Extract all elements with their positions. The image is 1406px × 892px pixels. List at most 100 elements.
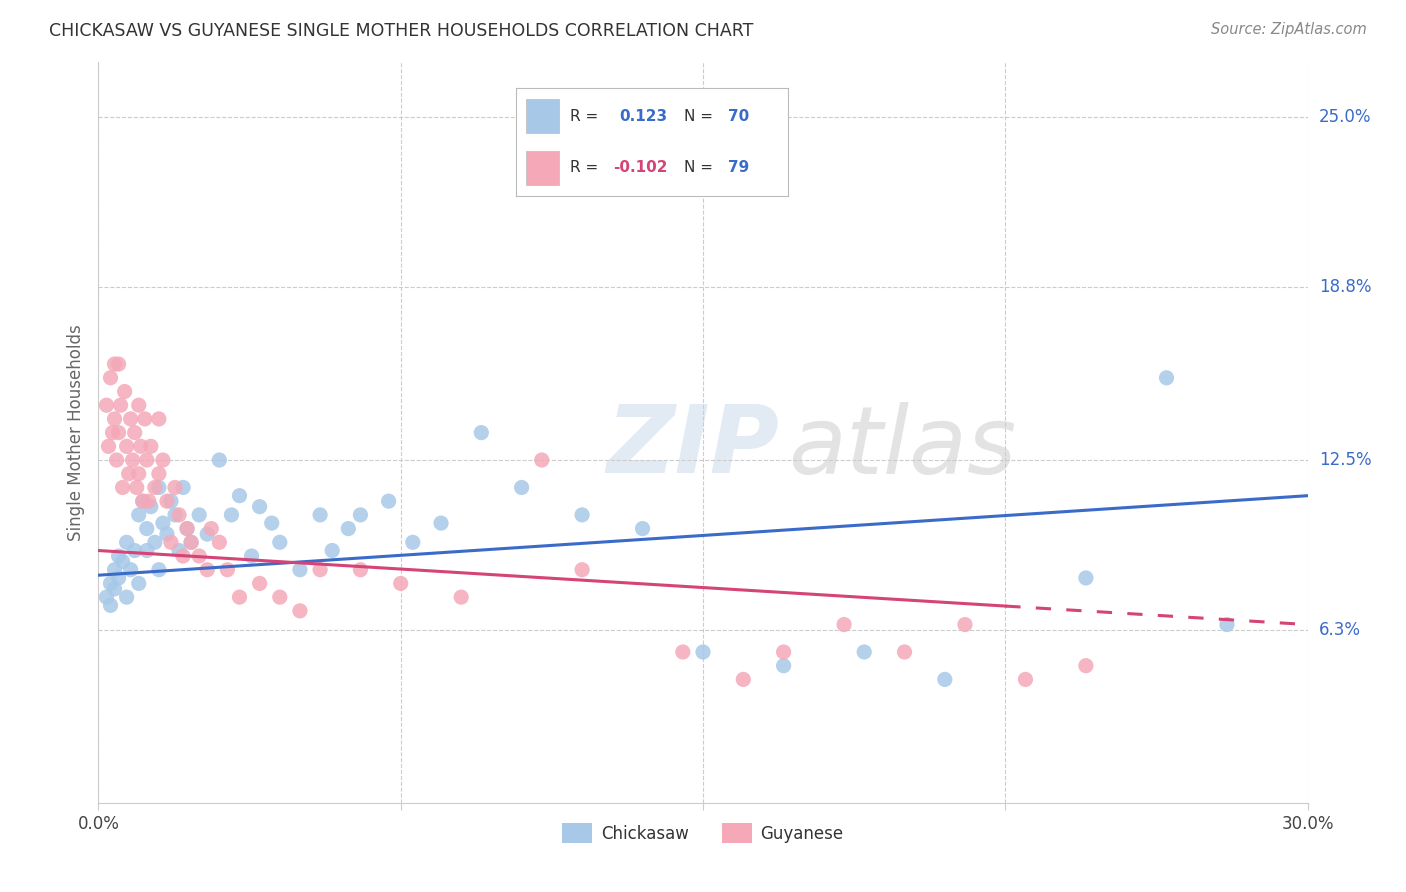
Point bbox=[269, 590, 291, 604]
Text: atlas: atlas bbox=[787, 402, 1017, 493]
Point bbox=[107, 357, 129, 371]
Point bbox=[152, 516, 174, 530]
Text: 12.5%: 12.5% bbox=[1319, 451, 1371, 469]
Point bbox=[249, 500, 271, 514]
Point bbox=[309, 563, 332, 577]
Point bbox=[96, 590, 118, 604]
Point bbox=[103, 582, 125, 596]
Point bbox=[221, 508, 243, 522]
Point bbox=[139, 439, 162, 453]
Point bbox=[163, 508, 186, 522]
Point bbox=[172, 549, 194, 563]
Point bbox=[470, 425, 492, 440]
Point bbox=[510, 480, 533, 494]
Point bbox=[349, 508, 371, 522]
Point bbox=[135, 522, 157, 536]
Point bbox=[115, 535, 138, 549]
Point bbox=[135, 543, 157, 558]
Text: Source: ZipAtlas.com: Source: ZipAtlas.com bbox=[1211, 22, 1367, 37]
Point bbox=[430, 516, 453, 530]
Text: ZIP: ZIP bbox=[606, 401, 779, 493]
Point bbox=[115, 439, 138, 453]
Point bbox=[100, 599, 122, 613]
Point bbox=[402, 535, 425, 549]
Point bbox=[152, 453, 174, 467]
Point bbox=[772, 658, 794, 673]
Point bbox=[160, 494, 183, 508]
Point bbox=[269, 535, 291, 549]
Point bbox=[953, 617, 976, 632]
Point bbox=[180, 535, 202, 549]
Point bbox=[195, 563, 218, 577]
Point bbox=[208, 535, 231, 549]
Point bbox=[124, 425, 146, 440]
Point bbox=[103, 357, 125, 371]
Point bbox=[228, 489, 250, 503]
Point bbox=[96, 398, 118, 412]
Point bbox=[571, 563, 593, 577]
Point bbox=[217, 563, 239, 577]
Point bbox=[103, 563, 125, 577]
Point bbox=[107, 571, 129, 585]
Text: 6.3%: 6.3% bbox=[1319, 621, 1361, 639]
Point bbox=[120, 563, 142, 577]
Point bbox=[143, 480, 166, 494]
Point bbox=[288, 604, 311, 618]
Point bbox=[672, 645, 695, 659]
Point bbox=[893, 645, 915, 659]
Point bbox=[530, 453, 553, 467]
Point bbox=[1156, 371, 1178, 385]
Point bbox=[1216, 617, 1239, 632]
Point bbox=[115, 590, 138, 604]
Point bbox=[100, 371, 122, 385]
Point bbox=[240, 549, 263, 563]
Point bbox=[832, 617, 855, 632]
Point bbox=[121, 453, 143, 467]
Point bbox=[134, 412, 156, 426]
Point bbox=[97, 439, 120, 453]
Point bbox=[228, 590, 250, 604]
Point bbox=[132, 494, 155, 508]
Point bbox=[692, 645, 714, 659]
Y-axis label: Single Mother Households: Single Mother Households bbox=[66, 325, 84, 541]
Point bbox=[110, 398, 132, 412]
Point bbox=[349, 563, 371, 577]
Point bbox=[733, 673, 755, 687]
Text: CHICKASAW VS GUYANESE SINGLE MOTHER HOUSEHOLDS CORRELATION CHART: CHICKASAW VS GUYANESE SINGLE MOTHER HOUS… bbox=[49, 22, 754, 40]
Point bbox=[631, 522, 654, 536]
Point bbox=[200, 522, 222, 536]
Point bbox=[143, 535, 166, 549]
Point bbox=[772, 645, 794, 659]
Point bbox=[288, 563, 311, 577]
Point bbox=[167, 508, 190, 522]
Point bbox=[163, 480, 186, 494]
Point bbox=[160, 535, 183, 549]
Point bbox=[114, 384, 136, 399]
Point bbox=[188, 549, 211, 563]
Point bbox=[321, 543, 343, 558]
Point bbox=[148, 412, 170, 426]
Point bbox=[167, 543, 190, 558]
Point bbox=[450, 590, 472, 604]
Point bbox=[105, 453, 128, 467]
Legend: Chickasaw, Guyanese: Chickasaw, Guyanese bbox=[555, 816, 851, 850]
Point bbox=[934, 673, 956, 687]
Point bbox=[128, 467, 150, 481]
Point bbox=[377, 494, 399, 508]
Point bbox=[172, 480, 194, 494]
Point bbox=[103, 412, 125, 426]
Point bbox=[111, 554, 134, 568]
Point bbox=[1074, 571, 1097, 585]
Point bbox=[124, 543, 146, 558]
Point bbox=[389, 576, 412, 591]
Point bbox=[125, 480, 148, 494]
Point bbox=[129, 439, 152, 453]
Point bbox=[1074, 658, 1097, 673]
Point bbox=[128, 508, 150, 522]
Text: 18.8%: 18.8% bbox=[1319, 278, 1371, 296]
Point bbox=[249, 576, 271, 591]
Point bbox=[176, 522, 198, 536]
Point bbox=[100, 576, 122, 591]
Point bbox=[180, 535, 202, 549]
Point bbox=[176, 522, 198, 536]
